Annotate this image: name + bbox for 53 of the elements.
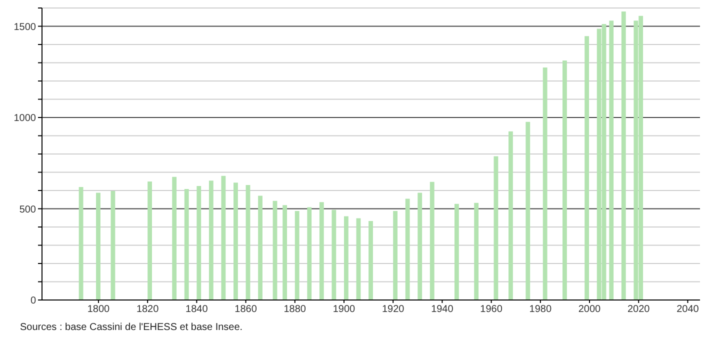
bar	[332, 210, 336, 300]
bar	[96, 192, 100, 300]
bar	[184, 189, 189, 300]
bar	[208, 180, 214, 300]
bar	[393, 210, 398, 300]
bar	[494, 156, 498, 300]
x-tick-label: 1940	[431, 304, 454, 316]
bar	[508, 131, 513, 300]
bar	[430, 182, 434, 300]
x-tick-label: 1820	[136, 304, 160, 316]
bar	[356, 218, 361, 300]
x-tick-label: 2040	[676, 304, 700, 316]
bar	[584, 36, 590, 300]
bar	[258, 196, 262, 300]
bar	[196, 186, 202, 300]
y-tick-label: 1000	[14, 113, 36, 124]
bar	[148, 182, 152, 300]
bar	[294, 210, 300, 300]
bar	[344, 216, 348, 300]
bar	[172, 176, 177, 300]
bar	[272, 200, 278, 300]
x-tick-label: 1840	[186, 304, 208, 316]
x-tick-label: 1900	[332, 304, 356, 316]
x-tick-label: 1960	[480, 304, 503, 316]
bar	[234, 182, 238, 300]
bar	[542, 67, 548, 300]
bar	[562, 60, 567, 300]
bar	[526, 122, 530, 300]
x-tick-label: 1800	[87, 304, 110, 316]
bar	[474, 202, 479, 300]
bar	[418, 192, 422, 300]
bar	[368, 220, 373, 300]
bar	[319, 202, 324, 300]
x-tick-label: 2020	[627, 304, 650, 316]
x-tick-label: 1880	[284, 304, 306, 316]
x-tick-label: 1980	[529, 304, 552, 316]
bar	[282, 205, 288, 300]
bar	[246, 185, 250, 300]
y-tick-label: 1500	[14, 22, 36, 33]
bar	[110, 191, 116, 300]
x-tick-label: 1920	[382, 304, 405, 316]
bar	[609, 20, 614, 300]
y-tick-label: 500	[19, 204, 36, 216]
bar	[221, 176, 226, 300]
bar	[307, 207, 312, 300]
bar	[405, 198, 410, 300]
y-tick-label: 0	[30, 296, 36, 307]
source-note: Sources : base Cassini de l'EHESS et base Insee.	[20, 322, 243, 333]
x-tick-label: 1860	[234, 304, 258, 316]
x-tick-label: 2000	[578, 304, 602, 316]
bar	[78, 187, 84, 300]
bar	[454, 204, 459, 300]
bar	[621, 11, 626, 300]
